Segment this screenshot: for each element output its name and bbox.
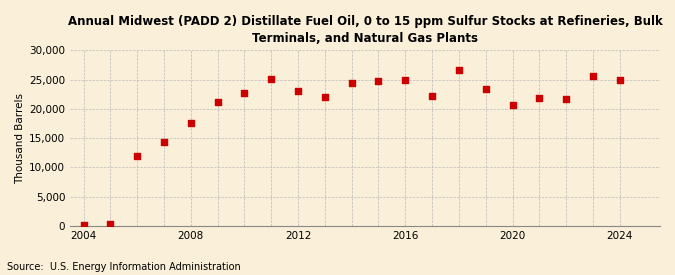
Point (400, 77, 410, 82)
Point (346, 80, 357, 85)
Point (78, 223, 89, 227)
Point (105, 222, 116, 226)
Point (159, 139, 169, 144)
Point (266, 77, 277, 81)
Point (454, 67, 464, 72)
Point (534, 95, 545, 100)
Point (561, 97, 572, 102)
Title: Annual Midwest (PADD 2) Distillate Fuel Oil, 0 to 15 ppm Sulfur Stocks at Refine: Annual Midwest (PADD 2) Distillate Fuel … (68, 15, 662, 45)
Point (293, 89, 304, 93)
Point (614, 77, 625, 82)
Point (212, 100, 223, 104)
Point (587, 74, 598, 78)
Point (132, 153, 142, 158)
Y-axis label: Thousand Barrels: Thousand Barrels (15, 93, 25, 184)
Point (239, 91, 250, 95)
Point (507, 103, 518, 108)
Point (373, 79, 384, 84)
Point (481, 87, 491, 91)
Point (186, 121, 196, 126)
Text: Source:  U.S. Energy Information Administration: Source: U.S. Energy Information Administ… (7, 262, 240, 272)
Point (319, 95, 330, 99)
Point (427, 94, 437, 98)
